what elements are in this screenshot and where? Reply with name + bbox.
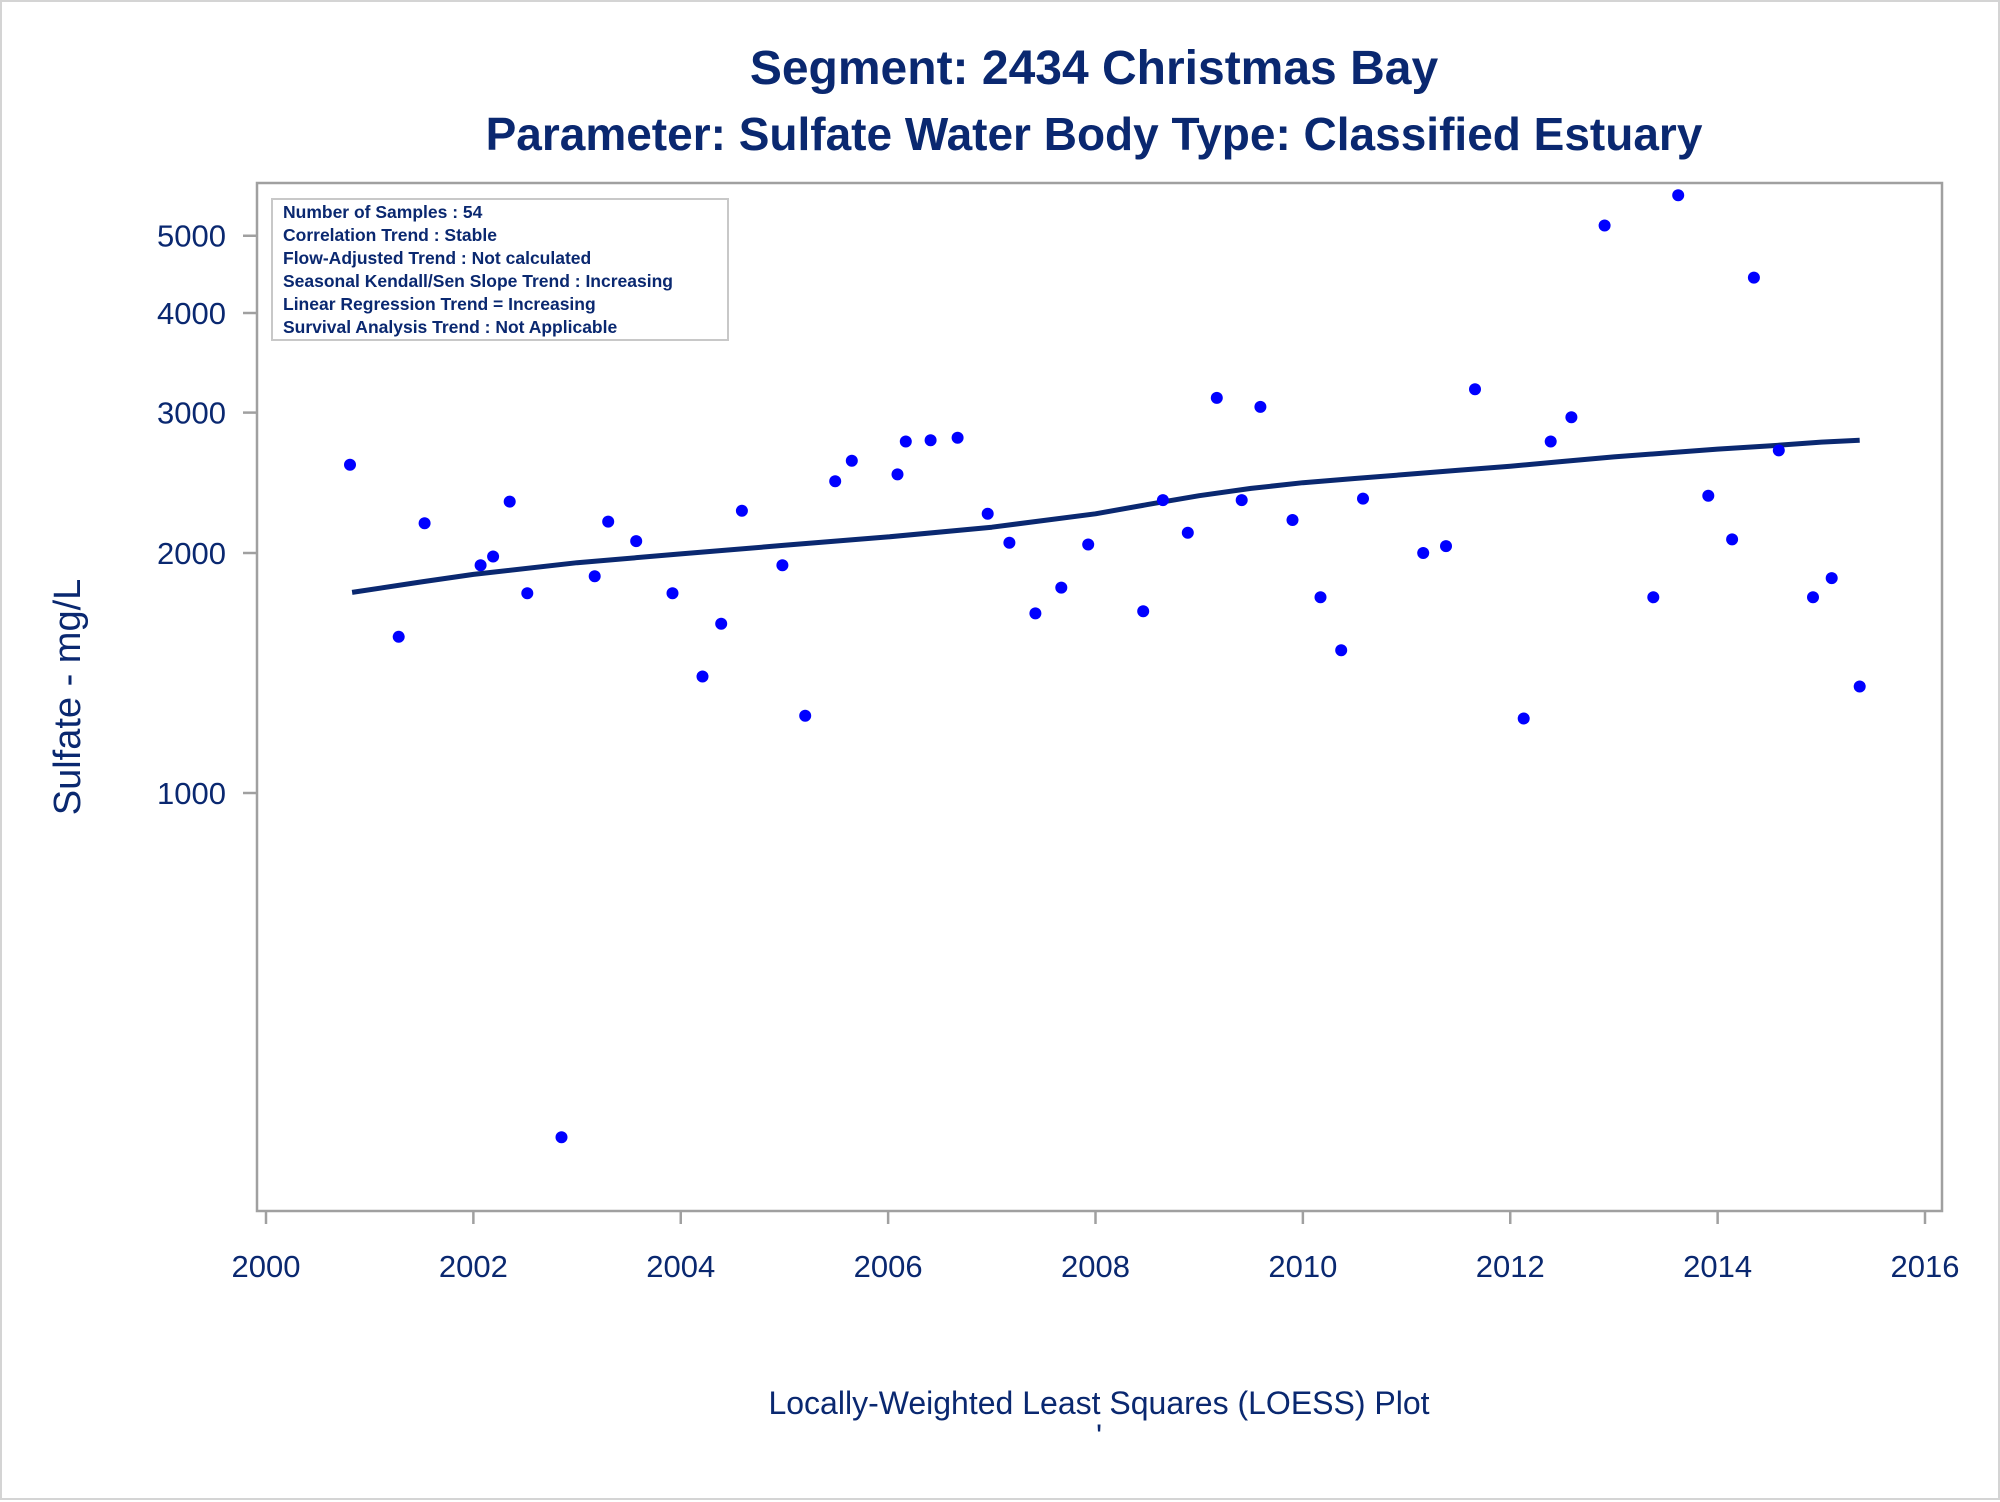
data-point [1440, 540, 1452, 553]
data-point [1853, 680, 1866, 693]
data-point [1702, 489, 1715, 502]
data-point [891, 468, 904, 481]
data-point [981, 507, 994, 520]
data-point [1726, 533, 1739, 546]
data-point [344, 458, 356, 471]
x-tick-label: 2008 [1061, 1249, 1130, 1284]
data-point [1544, 435, 1557, 448]
info-box-line: Flow-Adjusted Trend : Not calculated [283, 248, 591, 268]
info-box-line: Number of Samples : 54 [283, 202, 483, 222]
data-point [1672, 189, 1685, 202]
data-point [1137, 605, 1150, 618]
data-point [474, 559, 487, 572]
info-box-line: Correlation Trend : Stable [283, 225, 497, 245]
data-point [776, 559, 789, 572]
chart-subtitle: Parameter: Sulfate Water Body Type: Clas… [486, 108, 1703, 160]
data-point [521, 587, 534, 600]
data-point [1156, 494, 1169, 507]
data-point [1807, 591, 1819, 604]
chart-footnote-mark: ' [1096, 1418, 1102, 1454]
info-box-line: Linear Regression Trend = Increasing [283, 294, 596, 314]
data-point [602, 515, 615, 528]
data-point [630, 535, 643, 548]
data-point [1469, 383, 1481, 396]
y-axis-label: Sulfate - mg/L [47, 579, 89, 816]
x-tick-label: 2016 [1891, 1249, 1960, 1284]
y-tick-label: 4000 [157, 296, 226, 331]
chart-footnote: Locally-Weighted Least Squares (LOESS) P… [768, 1385, 1429, 1421]
x-tick-label: 2004 [646, 1249, 715, 1284]
data-point [1286, 514, 1299, 526]
x-tick-label: 2012 [1476, 1249, 1545, 1284]
x-axis: 2000 2002 2004 2006 2008 2010 2012 2014 2016 [232, 1211, 1960, 1284]
loess-line [351, 437, 1860, 595]
data-point [1055, 581, 1068, 594]
data-point [1254, 400, 1267, 413]
info-box-border [271, 198, 729, 341]
y-tick-label: 2000 [157, 536, 226, 571]
scatter-points-layer [344, 189, 1866, 1144]
x-tick-label: 2000 [232, 1249, 301, 1284]
data-point [1357, 492, 1369, 505]
data-point [1598, 219, 1611, 232]
x-tick-label: 2010 [1268, 1249, 1337, 1284]
data-point [799, 709, 812, 722]
y-tick-label: 1000 [157, 776, 226, 811]
info-box-line: Survival Analysis Trend : Not Applicable [283, 317, 617, 337]
data-point [1235, 494, 1248, 507]
loess-curve-layer [351, 437, 1860, 595]
trend-info-box: Number of Samples : 54 Correlation Trend … [271, 198, 729, 341]
data-point [845, 454, 858, 467]
data-point [735, 504, 748, 517]
chart-title: Segment: 2434 Christmas Bay [750, 42, 1439, 95]
data-point [588, 570, 601, 583]
data-point [1772, 444, 1785, 457]
data-point [1029, 607, 1042, 620]
y-axis: 1000 2000 3000 4000 5000 [157, 219, 257, 811]
data-point [924, 434, 937, 447]
data-point [1003, 536, 1016, 549]
data-point [1210, 391, 1223, 404]
data-point [1335, 644, 1348, 657]
data-point [1825, 572, 1838, 585]
info-box-line: Seasonal Kendall/Sen Slope Trend : Incre… [283, 271, 673, 291]
data-point [666, 587, 679, 600]
x-tick-label: 2014 [1683, 1249, 1752, 1284]
data-point [555, 1131, 568, 1144]
plot-area [255, 181, 1944, 1213]
data-point [829, 475, 842, 488]
data-point [1417, 547, 1430, 559]
data-point [1517, 712, 1530, 725]
data-point [392, 630, 405, 643]
x-tick-label: 2002 [439, 1249, 508, 1284]
data-point [1565, 411, 1578, 424]
y-tick-label: 5000 [157, 219, 226, 254]
data-point [899, 435, 912, 448]
data-point [418, 517, 431, 530]
data-point [1082, 538, 1095, 551]
data-point [487, 550, 500, 563]
data-point [1747, 271, 1760, 284]
data-point [951, 431, 964, 444]
data-point [715, 617, 728, 630]
data-point [696, 670, 709, 683]
data-point [1181, 526, 1194, 539]
x-tick-label: 2006 [854, 1249, 923, 1284]
data-point [1647, 591, 1660, 604]
data-point [503, 495, 516, 508]
y-tick-label: 3000 [157, 396, 226, 431]
data-point [1314, 591, 1327, 604]
